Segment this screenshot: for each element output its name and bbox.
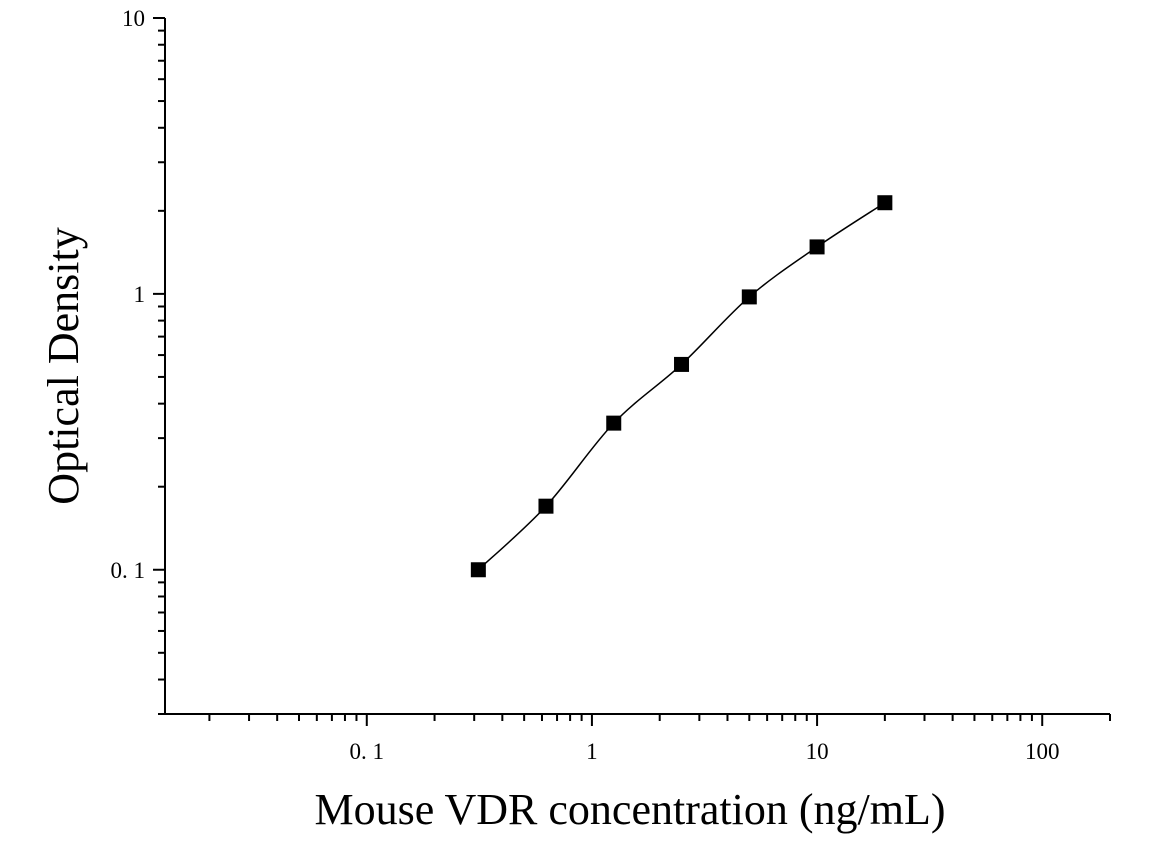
data-point-marker: [470, 562, 486, 578]
x-tick-label: 100: [1025, 739, 1060, 764]
x-tick-label: 1: [586, 739, 598, 764]
series: [470, 195, 893, 578]
fitted-curve-line: [477, 202, 886, 571]
x-tick-label: 0. 1: [350, 739, 385, 764]
y-tick-label: 1: [134, 282, 146, 307]
x-axis-title: Mouse VDR concentration (ng/mL): [315, 785, 946, 834]
data-point-marker: [538, 498, 554, 514]
y-tick-labels: 0. 1 1 10: [111, 6, 146, 583]
data-point-marker: [606, 415, 622, 431]
x-tick-label: 10: [806, 739, 829, 764]
y-tick-label: 10: [122, 6, 145, 31]
y-ticks: [153, 17, 165, 715]
axes: [164, 18, 1110, 715]
x-ticks: [208, 714, 1111, 726]
x-tick-labels: 0. 1 1 10 100: [350, 739, 1060, 764]
data-point-marker: [674, 356, 690, 372]
y-axis-title: Optical Density: [39, 227, 88, 504]
data-point-marker: [809, 239, 825, 255]
data-point-marker: [877, 195, 893, 211]
y-tick-label: 0. 1: [111, 558, 146, 583]
data-point-marker: [741, 289, 757, 305]
